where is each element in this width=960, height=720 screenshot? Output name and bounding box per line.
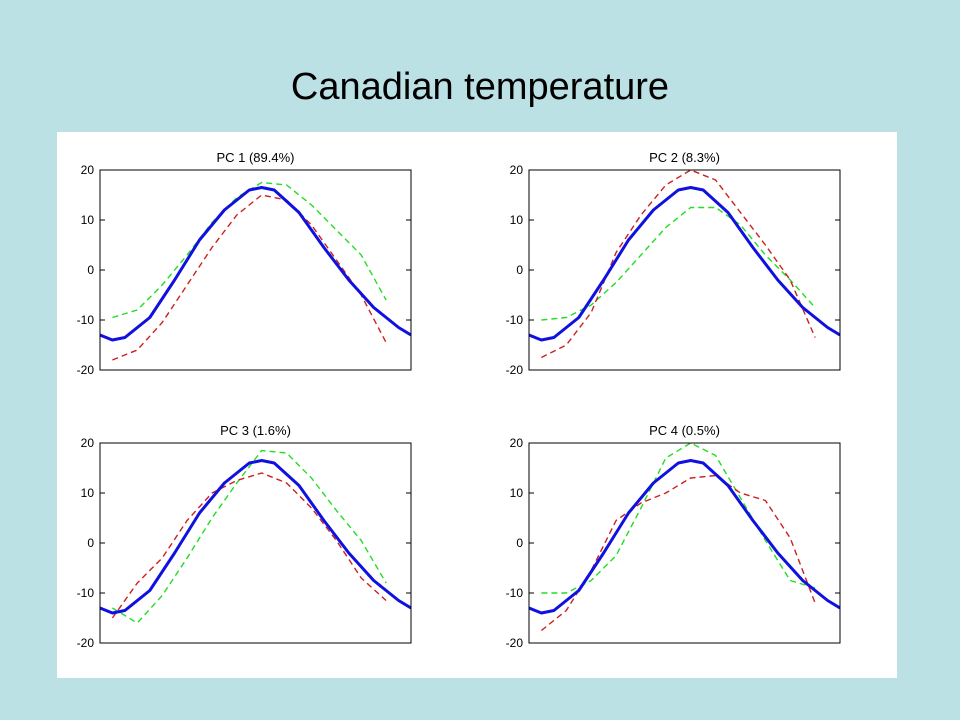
series-line-mean <box>529 459 840 615</box>
y-tick-label: 0 <box>87 536 94 550</box>
y-tick-label: -10 <box>506 586 524 600</box>
y-tick-label: 10 <box>81 213 95 227</box>
y-tick-label: 20 <box>81 163 95 177</box>
y-tick-label: 10 <box>81 486 95 500</box>
y-tick-label: -10 <box>77 313 95 327</box>
series-line-mean <box>100 186 411 342</box>
y-tick-label: 0 <box>87 263 94 277</box>
plot-frame <box>99 169 412 371</box>
y-tick-label: 20 <box>510 163 524 177</box>
series-line-plus <box>112 181 387 319</box>
y-tick-label: 0 <box>516 536 523 550</box>
series-line-minus <box>540 474 816 632</box>
panel-title: PC 4 (0.5%) <box>649 423 720 438</box>
figure-panel: PC 1 (89.4%) 20 10 0 -10 -20 PC 2 (8.3%) 20 10 0 -… <box>57 132 897 678</box>
series-line-minus <box>541 170 816 359</box>
pc-panel-3: PC 3 (1.6%) 20 10 0 -10 -20 <box>77 423 412 650</box>
pc-panel-1: PC 1 (89.4%) 20 10 0 -10 -20 <box>77 150 412 377</box>
panel-title: PC 2 (8.3%) <box>649 150 720 165</box>
y-tick-label: -20 <box>77 636 95 650</box>
series-line-minus <box>111 472 387 619</box>
series-line-mean <box>529 186 840 342</box>
y-tick-label: -20 <box>506 363 524 377</box>
series-line-plus <box>541 206 816 321</box>
y-tick-label: -10 <box>506 313 524 327</box>
series-line-plus <box>541 443 816 594</box>
y-tick-label: 20 <box>81 436 95 450</box>
y-tick-label: 20 <box>510 436 524 450</box>
slide-title: Canadian temperature <box>290 66 670 108</box>
y-tick-label: -20 <box>77 363 95 377</box>
plot-frame <box>528 169 841 371</box>
pc-charts: PC 1 (89.4%) 20 10 0 -10 -20 PC 2 (8.3%) 20 10 0 -… <box>77 150 841 650</box>
panel-title: PC 1 (89.4%) <box>216 150 294 165</box>
series-line-plus <box>112 449 387 624</box>
plot-frame <box>99 442 412 644</box>
pc-panel-4: PC 4 (0.5%) 20 10 0 -10 -20 <box>506 423 841 650</box>
pc-panel-2: PC 2 (8.3%) 20 10 0 -10 -20 <box>506 150 841 377</box>
y-tick-label: -20 <box>506 636 524 650</box>
y-tick-label: 0 <box>516 263 523 277</box>
plot-frame <box>528 442 841 644</box>
y-tick-label: 10 <box>510 486 524 500</box>
y-tick-label: -10 <box>77 586 95 600</box>
series-line-mean <box>100 459 411 615</box>
y-tick-label: 10 <box>510 213 524 227</box>
series-line-minus <box>112 194 387 361</box>
panel-title: PC 3 (1.6%) <box>220 423 291 438</box>
